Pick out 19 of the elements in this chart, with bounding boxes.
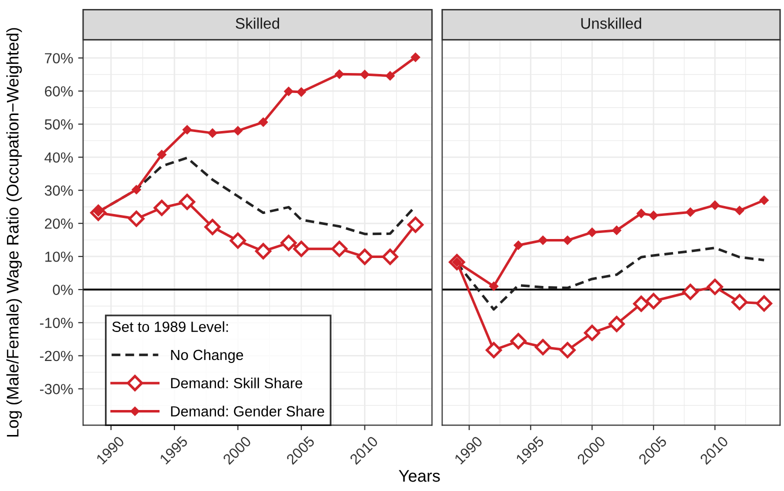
y-axis-title: Log (Male/Female) Wage Ratio (Occupation−Weighted) <box>6 28 22 437</box>
chart-title: Skilled <box>236 18 280 29</box>
y-tick-label: 60% <box>44 86 73 96</box>
y-tick-label: -30% <box>40 384 73 394</box>
y-tick-label: -10% <box>40 318 73 328</box>
legend-label: Demand: Skill Share <box>171 378 302 388</box>
y-tick-label: 10% <box>45 252 73 262</box>
legend-label: Demand: Gender Share <box>171 406 324 416</box>
y-tick-label: 20% <box>44 218 73 229</box>
y-tick-label: 0% <box>52 284 73 295</box>
y-tick-label: -20% <box>40 350 73 362</box>
y-tick-label: 50% <box>44 119 73 130</box>
legend-label: No Change <box>171 349 244 364</box>
legend-title: Set to 1989 Level: <box>112 321 228 332</box>
chart-title: Unskilled <box>581 18 642 29</box>
y-tick-label: 30% <box>44 185 73 196</box>
y-tick-label: 40% <box>44 152 73 163</box>
y-tick-label: 70% <box>44 53 73 64</box>
x-axis-title: Years <box>398 470 440 482</box>
